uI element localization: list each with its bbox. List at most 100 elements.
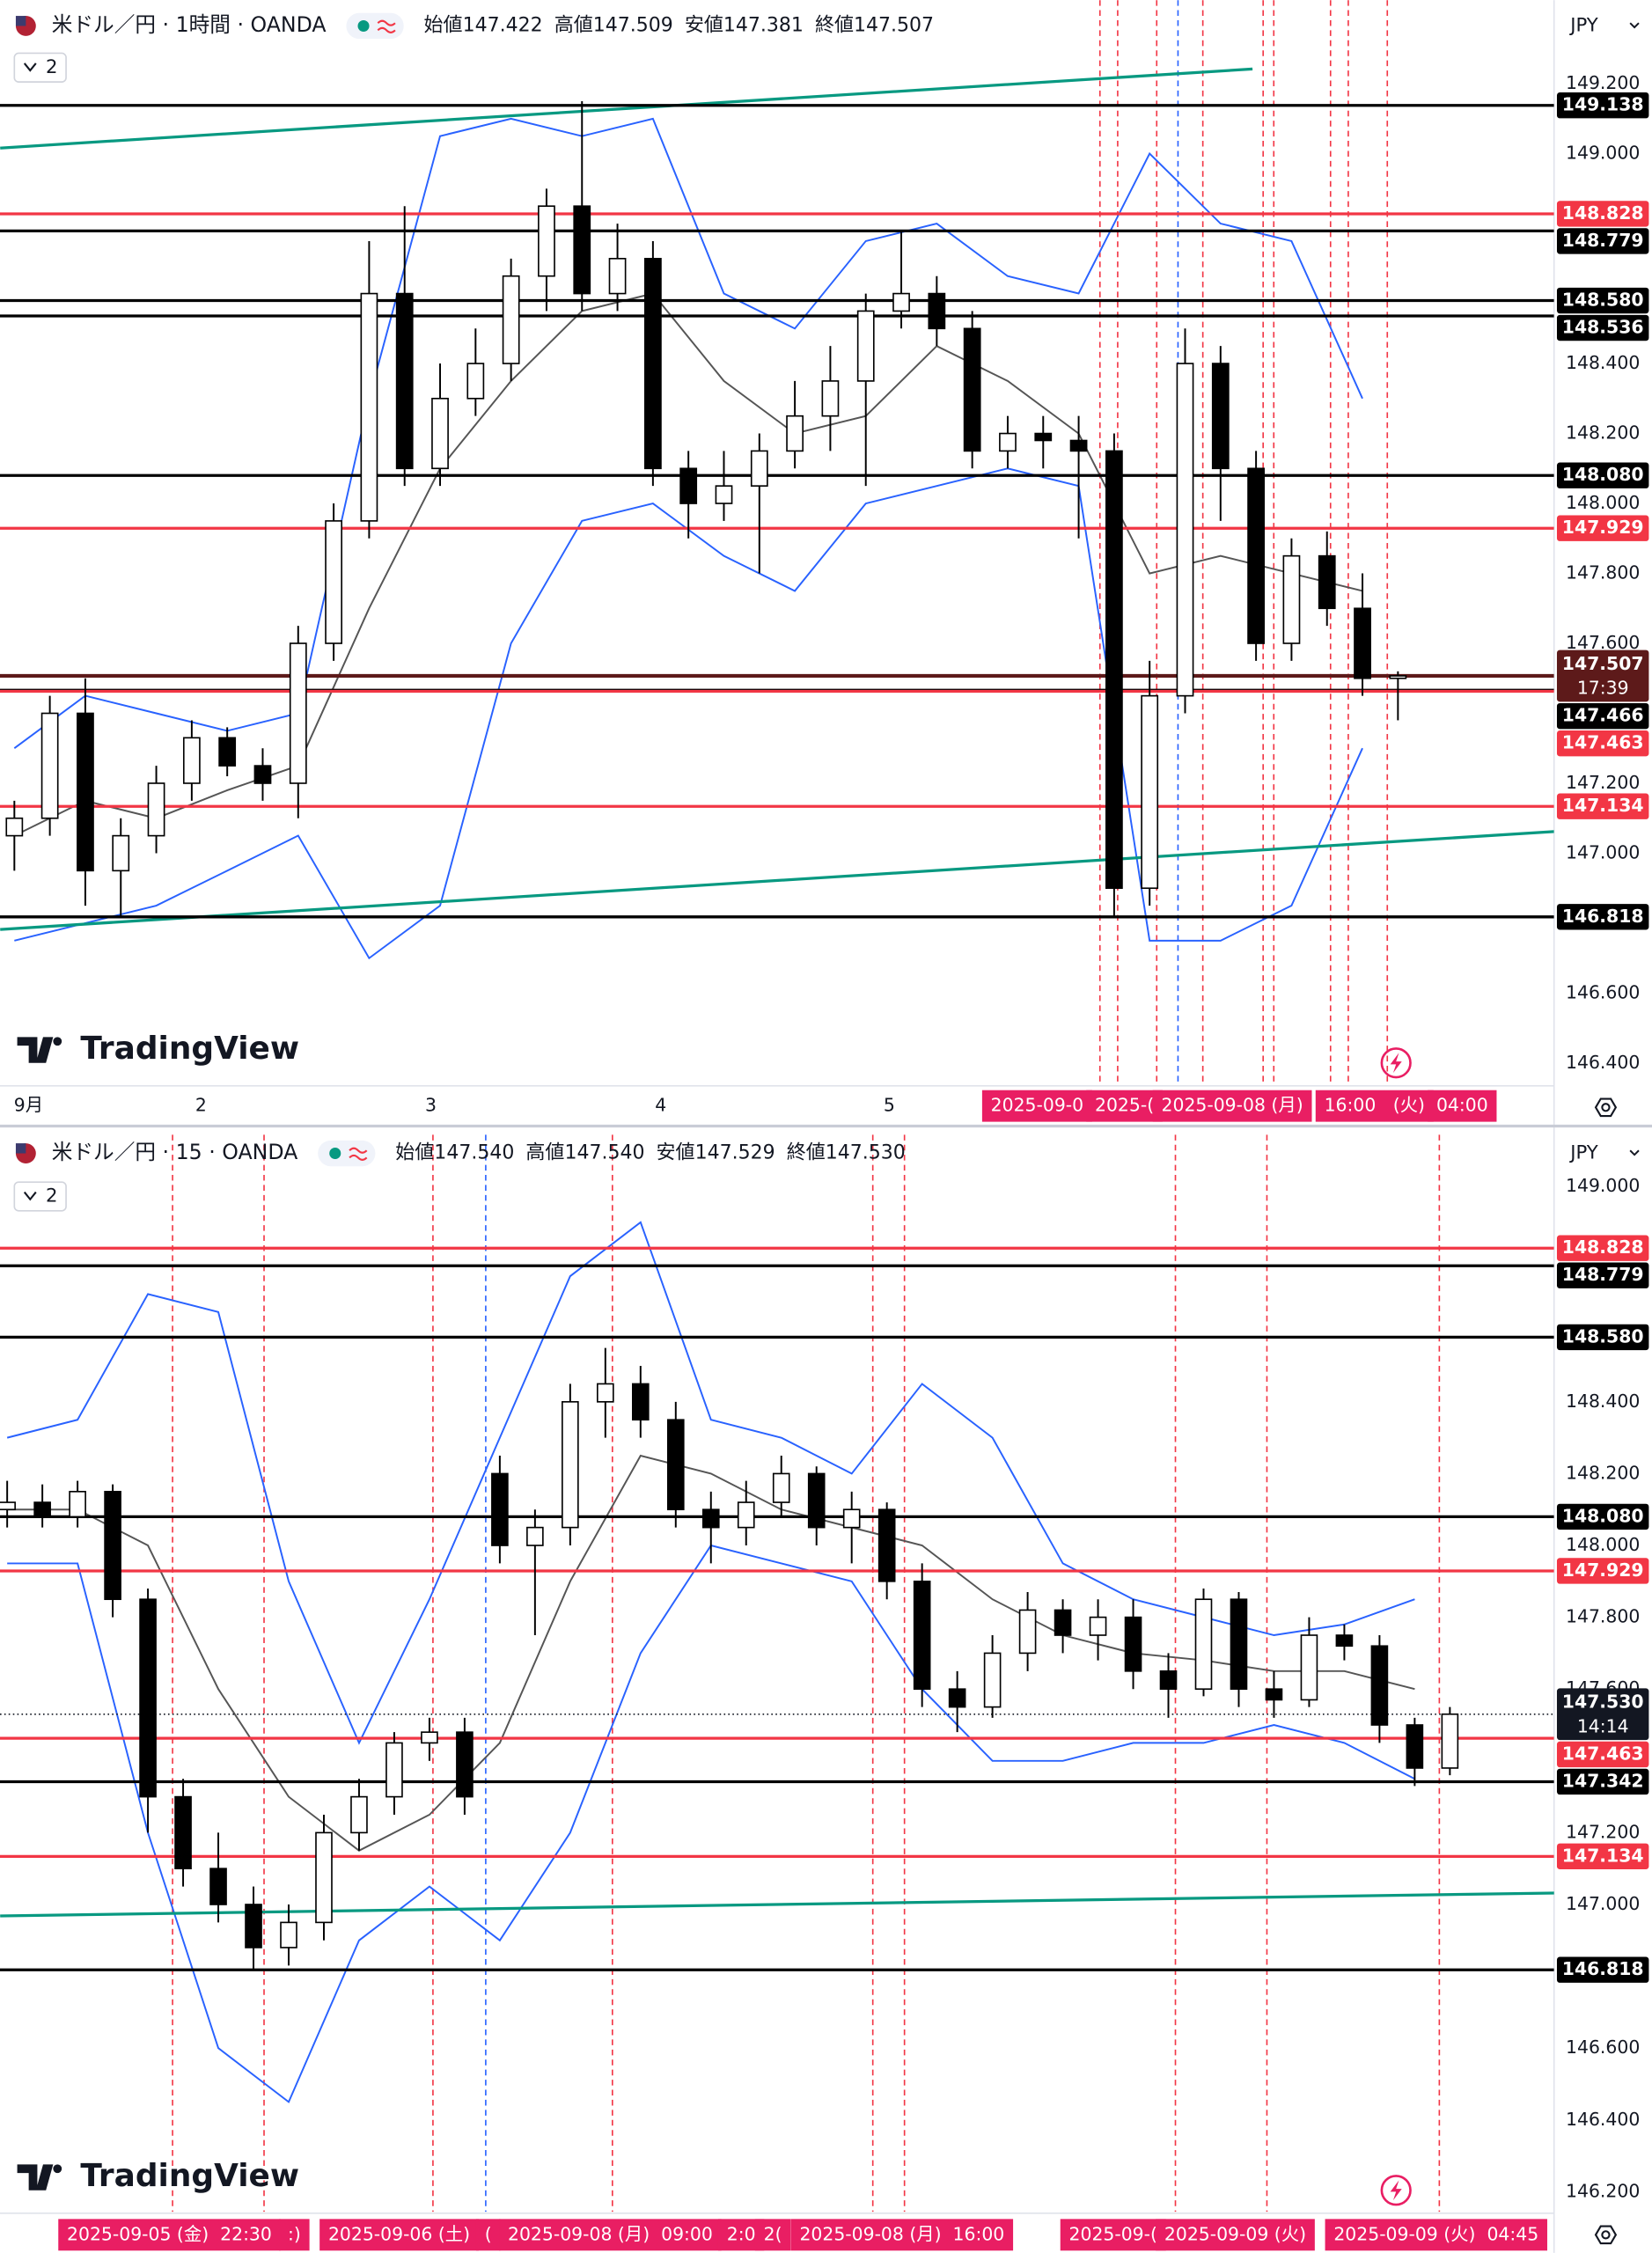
- candle-body: [325, 520, 342, 644]
- currency-chevron: [1629, 22, 1640, 29]
- candle-body: [1441, 1713, 1459, 1769]
- candle-body: [1211, 363, 1230, 470]
- status-wave: [377, 19, 396, 33]
- x-tick-label: 4: [655, 1095, 666, 1116]
- symbol-title[interactable]: 米ドル／円 · 15 · OANDA: [52, 1140, 298, 1164]
- candle-body: [1089, 1616, 1107, 1636]
- alert-icon[interactable]: [1380, 2175, 1412, 2206]
- y-tick-label: 148.400: [1566, 1391, 1640, 1412]
- indicator-toggle[interactable]: [13, 1181, 67, 1212]
- watermark: TradingView: [80, 1031, 299, 1067]
- band-middle: [7, 1454, 1415, 1852]
- level-label: 149.138: [1562, 94, 1644, 115]
- candle-body: [209, 1868, 227, 1905]
- y-tick-label: 147.200: [1566, 772, 1640, 793]
- currency-chevron: [1629, 1149, 1640, 1156]
- price-label-box: [1556, 702, 1649, 730]
- candle-body: [786, 415, 804, 452]
- time-label-box: [754, 2219, 791, 2251]
- candle-body: [245, 1904, 262, 1948]
- time-label: 2025-(: [1095, 1095, 1154, 1116]
- currency-label[interactable]: JPY: [1568, 1142, 1598, 1164]
- y-tick-label: 147.800: [1566, 562, 1640, 583]
- candle-body: [421, 1731, 438, 1744]
- y-tick-label: 147.000: [1566, 1893, 1640, 1914]
- candle-body: [597, 1383, 614, 1403]
- candle-body: [182, 737, 201, 784]
- y-tick-label: 147.800: [1566, 1606, 1640, 1627]
- candle-body: [104, 1491, 121, 1601]
- level-label: 147.463: [1562, 1743, 1644, 1764]
- symbol-title[interactable]: 米ドル／円 · 1時間 · OANDA: [52, 12, 327, 37]
- time-label: 2025-09-08 (月) 09:00: [508, 2223, 713, 2244]
- candle-body: [77, 712, 94, 872]
- price-label-box: [1556, 1324, 1649, 1351]
- time-label: 2:0: [727, 2223, 756, 2244]
- time-label-box: [1428, 1090, 1497, 1122]
- flag-canton: [15, 16, 26, 26]
- price-label-box: [1556, 201, 1649, 227]
- time-label-box: [499, 2219, 722, 2251]
- candle-body: [807, 1472, 826, 1529]
- ohlc-value: 高値147.509: [554, 14, 673, 36]
- candle-body: [1406, 1724, 1424, 1769]
- time-label-box: [475, 2219, 501, 2251]
- time-label-box: [1152, 1090, 1312, 1122]
- candle-body: [842, 1508, 861, 1529]
- candle-body: [526, 1526, 544, 1546]
- status-dot: [357, 19, 370, 33]
- candle-body: [1159, 1670, 1178, 1691]
- candle-body: [315, 1831, 333, 1924]
- price-label-box: [1556, 228, 1649, 254]
- candle-body: [1335, 1634, 1354, 1648]
- flag-canton: [15, 1143, 26, 1154]
- plot-area: [0, 0, 1554, 1085]
- time-label: 2025-09-0: [991, 1095, 1083, 1116]
- settings-icon[interactable]: [1594, 1097, 1618, 1118]
- x-tick-label: 3: [425, 1095, 437, 1116]
- candle-body: [892, 292, 910, 312]
- level-label: 148.080: [1562, 464, 1644, 485]
- time-label: 2025-09-09 (火): [1164, 2223, 1306, 2244]
- candle-body: [562, 1401, 579, 1529]
- alert-icon[interactable]: [1380, 1047, 1412, 1079]
- price-label-box: [1556, 1843, 1649, 1870]
- level-label: 148.580: [1562, 290, 1644, 311]
- currency-label[interactable]: JPY: [1568, 14, 1598, 36]
- settings-dot: [1601, 2230, 1611, 2240]
- ohlc-value: 安値147.381: [685, 14, 804, 36]
- candle-body: [350, 1795, 368, 1834]
- price-label-box: [1556, 515, 1649, 541]
- candle-body: [1354, 607, 1371, 679]
- time-label-box: [319, 2219, 479, 2251]
- price-label-box: [1556, 1235, 1649, 1261]
- indicator-count: 2: [46, 1185, 58, 1207]
- settings-hex: [1594, 1097, 1618, 1118]
- y-tick-label: 149.000: [1566, 1175, 1640, 1196]
- price-label-box: [1556, 1262, 1649, 1288]
- level-label: 146.818: [1562, 1958, 1644, 1979]
- price-label-box: [1556, 649, 1649, 702]
- candle-body: [1141, 694, 1159, 890]
- level-label: 148.828: [1562, 1237, 1644, 1258]
- level-label: 146.818: [1562, 906, 1644, 927]
- trendline: [0, 830, 1554, 931]
- candle-body: [218, 737, 237, 767]
- level-label: 148.536: [1562, 317, 1644, 338]
- candle-body: [431, 397, 449, 470]
- candle-body: [538, 205, 555, 277]
- price-label-box: [1556, 730, 1649, 757]
- level-label: 147.929: [1562, 1559, 1644, 1581]
- candle-body: [737, 1501, 755, 1529]
- indicator-toggle[interactable]: [13, 52, 67, 83]
- y-tick-label: 147.000: [1566, 841, 1640, 862]
- settings-icon[interactable]: [1594, 2225, 1618, 2245]
- time-label-box: [58, 2219, 281, 2251]
- candle-body: [1265, 1688, 1283, 1701]
- candle-body: [1018, 1609, 1037, 1655]
- tv-logo-dot: [53, 2164, 62, 2174]
- price-label-box: [1556, 314, 1649, 341]
- time-label-box: [1086, 1090, 1163, 1122]
- time-label-box: [790, 2219, 1014, 2251]
